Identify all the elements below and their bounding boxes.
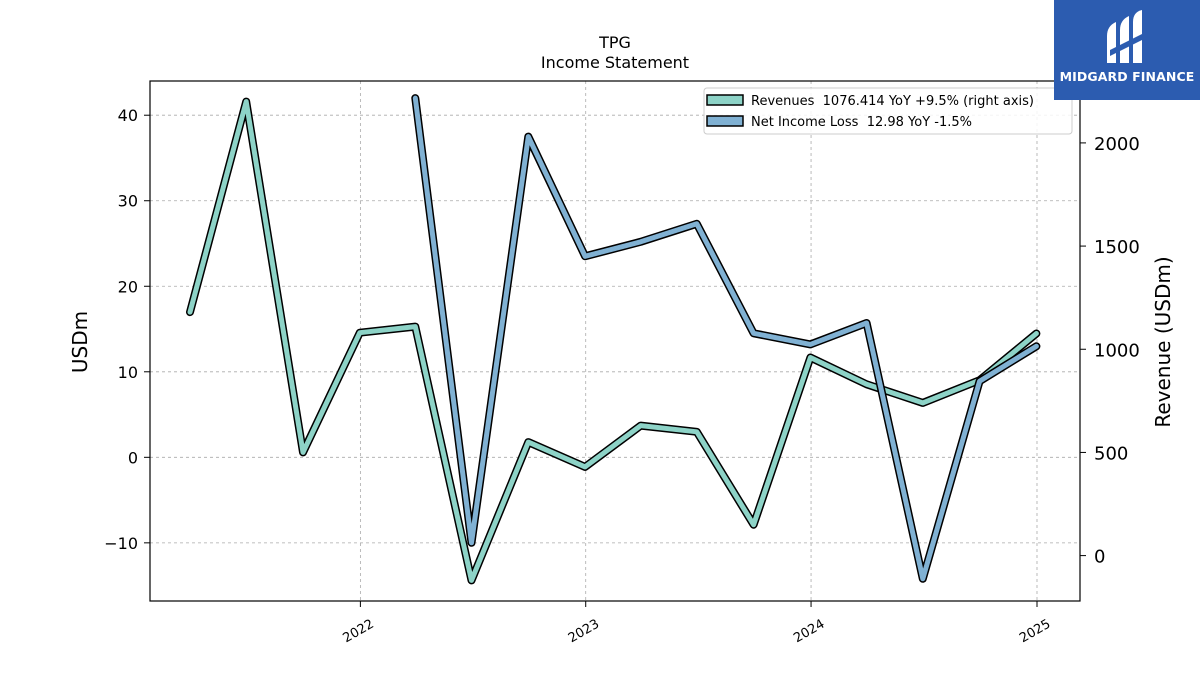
legend-label-net-income: Net Income Loss 12.98 YoY -1.5% <box>751 115 972 130</box>
x-tick-label: 2023 <box>566 617 602 647</box>
legend-swatch-net-income <box>706 115 744 127</box>
brand-name: MIDGARD FINANCE <box>1059 69 1195 84</box>
y-tick-label-right: 2000 <box>1094 134 1140 155</box>
series-line-net-income <box>412 95 1039 582</box>
x-tick-label: 2022 <box>341 617 377 647</box>
series-lines <box>186 94 1041 585</box>
legend-label-revenues: Revenues 1076.414 YoY +9.5% (right axis) <box>751 94 1034 109</box>
series-line-revenues <box>187 99 1039 583</box>
legend: Revenues 1076.414 YoY +9.5% (right axis)… <box>703 87 1073 135</box>
brand-logo: MIDGARD FINANCE <box>1054 0 1200 100</box>
y-tick-label-left: 0 <box>128 448 138 467</box>
y-tick-label-left: 20 <box>118 277 138 296</box>
y-tick-label-right: 500 <box>1094 443 1128 464</box>
chart-subtitle: Income Statement <box>541 53 689 72</box>
y-tick-label-right: 1500 <box>1094 237 1140 258</box>
y-tick-label-right: 1000 <box>1094 340 1140 361</box>
y-tick-label-left: 10 <box>118 363 138 382</box>
y-tick-label-left: −10 <box>104 534 138 553</box>
y-axis-label-right: Revenue (USDm) <box>1151 256 1175 427</box>
y-tick-label-left: 30 <box>118 192 138 211</box>
legend-box <box>703 87 1073 135</box>
legend-swatch-revenues <box>706 94 744 106</box>
x-tick-label: 2025 <box>1017 617 1053 647</box>
y-tick-label-left: 40 <box>118 106 138 125</box>
logo-mark-icon <box>1107 10 1146 63</box>
y-axis-label-left: USDm <box>68 311 92 373</box>
x-tick-label: 2024 <box>791 617 827 647</box>
plot-frame <box>149 80 1081 602</box>
chart-title: TPG <box>598 33 631 52</box>
y-tick-label-right: 0 <box>1094 547 1105 568</box>
